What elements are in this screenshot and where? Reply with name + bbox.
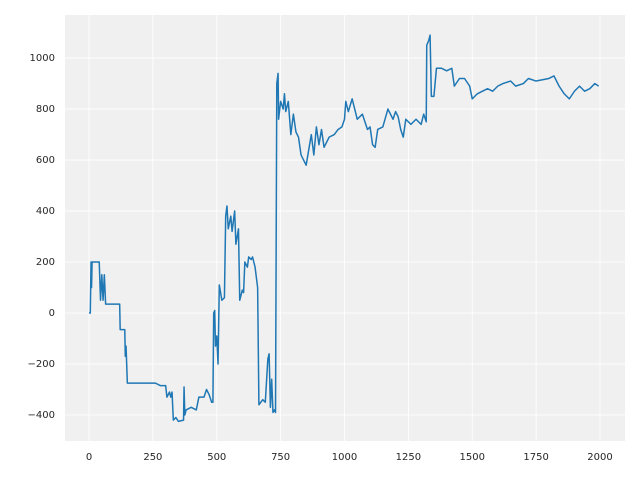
x-tick-label: 0: [86, 452, 92, 463]
x-tick-label: 1000: [332, 452, 357, 463]
x-tick-label: 500: [207, 452, 226, 463]
y-tick-label: 0: [49, 308, 55, 319]
y-tick-label: 200: [36, 257, 55, 268]
y-tick-label: 600: [36, 155, 55, 166]
y-tick-label: 400: [36, 206, 55, 217]
y-tick-label: −200: [28, 359, 55, 370]
x-tick-label: 1250: [396, 452, 421, 463]
y-tick-label: 1000: [30, 53, 55, 64]
x-tick-label: 2000: [587, 452, 612, 463]
x-tick-label: 1500: [459, 452, 484, 463]
data-line: [89, 34, 600, 423]
x-tick-label: 750: [271, 452, 290, 463]
x-tick-label: 1750: [523, 452, 548, 463]
x-tick-label: 250: [143, 452, 162, 463]
y-tick-label: −400: [28, 410, 55, 421]
plot-area: [65, 15, 625, 441]
y-tick-label: 800: [36, 104, 55, 115]
